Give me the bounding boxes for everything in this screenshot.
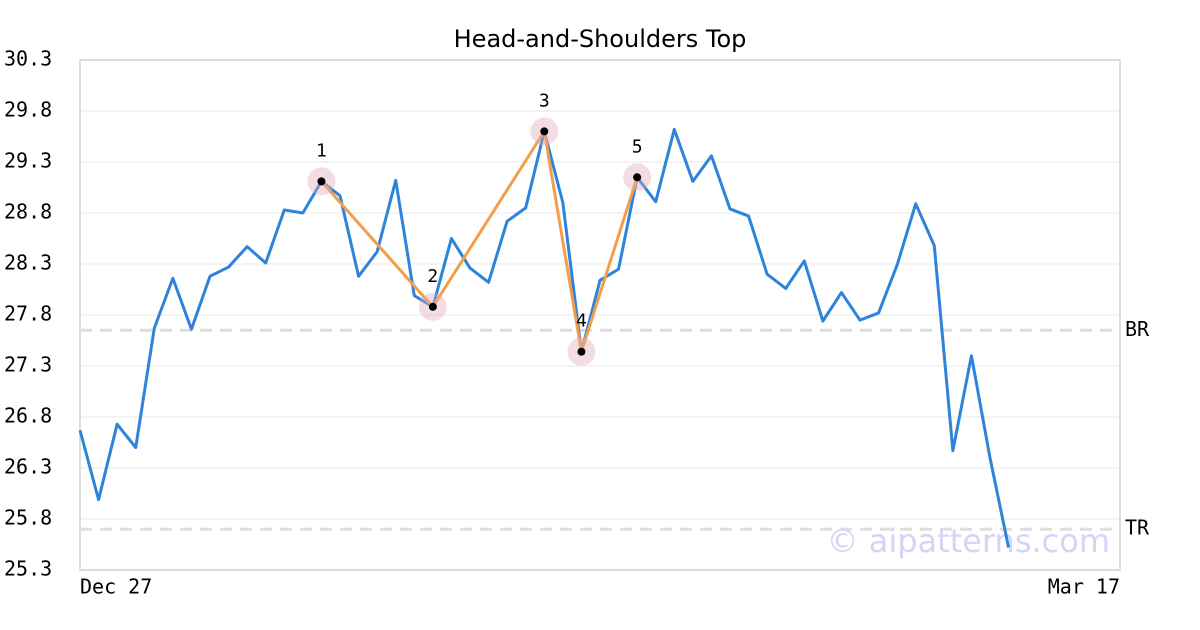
pattern-label: 1 bbox=[316, 140, 327, 161]
reference-label: TR bbox=[1125, 516, 1150, 540]
y-tick-label: 25.3 bbox=[4, 557, 52, 581]
y-tick-label: 27.8 bbox=[4, 302, 52, 326]
y-tick-label: 30.3 bbox=[4, 47, 52, 71]
pattern-line bbox=[542, 131, 583, 352]
pattern-line bbox=[579, 176, 639, 353]
y-tick-label: 27.3 bbox=[4, 353, 52, 377]
chart-title: Head-and-Shoulders Top bbox=[454, 25, 747, 53]
plot-border bbox=[79, 59, 1121, 571]
reference-label: BR bbox=[1125, 317, 1150, 341]
pattern-line bbox=[320, 180, 434, 308]
pattern-point bbox=[540, 127, 549, 136]
y-tick-label: 28.3 bbox=[4, 251, 52, 275]
pattern-label: 4 bbox=[576, 311, 587, 332]
y-tick-label: 26.8 bbox=[4, 404, 52, 428]
y-tick-label: 29.3 bbox=[4, 149, 52, 173]
watermark: © aipatterns.com bbox=[827, 522, 1110, 560]
pattern-point bbox=[633, 173, 642, 182]
series-line bbox=[78, 127, 1011, 548]
y-tick-label: 28.8 bbox=[4, 200, 52, 224]
y-tick-label: 29.8 bbox=[4, 98, 52, 122]
pattern-point bbox=[577, 347, 586, 356]
y-tick-label: 25.8 bbox=[4, 506, 52, 530]
x-tick-label: Mar 17 bbox=[1048, 575, 1120, 599]
pattern-label: 5 bbox=[632, 136, 643, 157]
pattern-line bbox=[431, 130, 546, 308]
y-tick-label: 26.3 bbox=[4, 455, 52, 479]
pattern-label: 2 bbox=[427, 266, 438, 287]
pattern-label: 3 bbox=[539, 90, 550, 111]
pattern-point bbox=[428, 302, 437, 311]
x-tick-label: Dec 27 bbox=[80, 575, 152, 599]
pattern-point bbox=[317, 177, 326, 186]
